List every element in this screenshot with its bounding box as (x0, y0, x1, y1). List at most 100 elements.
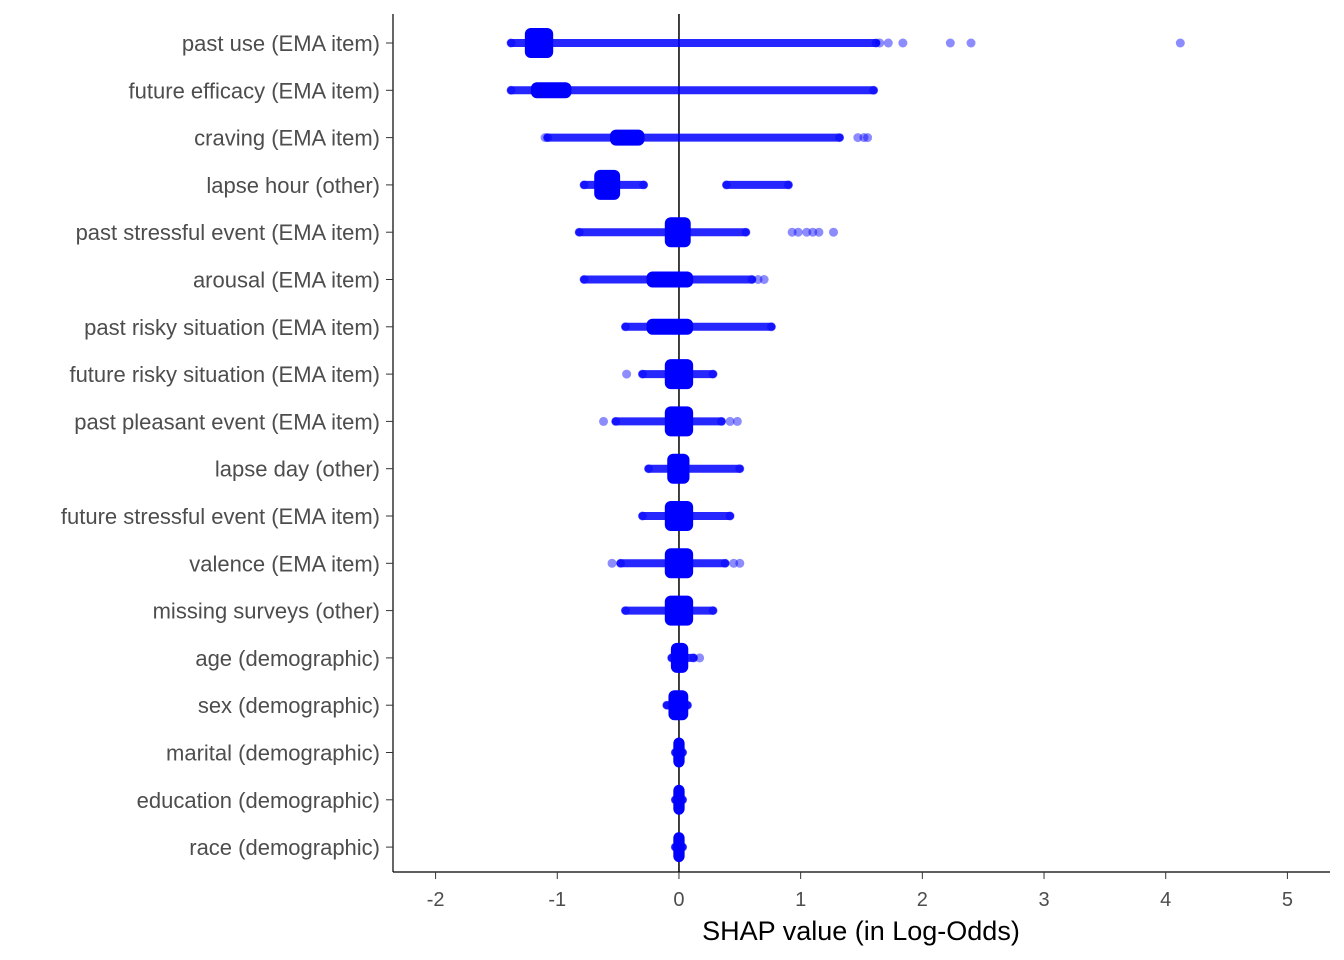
data-point (620, 322, 630, 332)
outlier-point (945, 38, 955, 48)
y-tick-label: age (demographic) (195, 646, 380, 671)
y-tick-label: craving (EMA item) (194, 126, 380, 151)
feature-row (662, 690, 692, 721)
x-tick-label: 3 (1038, 889, 1049, 911)
outlier-point (732, 416, 742, 426)
outlier-point (802, 227, 812, 237)
outlier-point (859, 133, 869, 143)
outlier-point (540, 133, 550, 143)
point-band (621, 322, 776, 331)
feature-row (599, 406, 742, 437)
point-band (507, 39, 881, 47)
x-tick-label: 5 (1282, 889, 1293, 911)
dense-cluster (670, 642, 689, 673)
y-tick-label: valence (EMA item) (189, 551, 380, 576)
point-band (575, 228, 750, 237)
data-point (720, 558, 730, 568)
x-tick-label: 0 (673, 889, 684, 911)
outlier-point (729, 558, 739, 568)
dense-cluster (664, 548, 694, 579)
data-point (506, 85, 516, 95)
y-tick-label: past stressful event (EMA item) (76, 220, 380, 245)
feature-row (622, 359, 718, 390)
outlier-point (863, 133, 873, 143)
outlier-point (814, 227, 824, 237)
outlier-point (735, 558, 745, 568)
data-point (871, 38, 881, 48)
data-marks (506, 14, 1185, 872)
dense-cluster (530, 82, 572, 99)
x-tick-label: -1 (548, 889, 566, 911)
x-tick-label: 2 (917, 889, 928, 911)
outlier-point (808, 227, 818, 237)
y-tick-label: race (demographic) (189, 835, 380, 860)
point-band (644, 464, 744, 473)
y-tick-label: lapse day (other) (215, 457, 380, 482)
outlier-point (787, 227, 797, 237)
point-band (543, 133, 844, 142)
x-tick-label: 1 (795, 889, 806, 911)
outlier-point (725, 416, 735, 426)
axes (392, 14, 1330, 873)
x-axis-title: SHAP value (in Log-Odds) (702, 916, 1020, 946)
dense-cluster (664, 217, 691, 248)
outlier-point (1175, 38, 1185, 48)
outlier-point (853, 133, 863, 143)
dense-cluster (646, 271, 694, 288)
data-point (579, 275, 589, 284)
outlier-point (898, 38, 908, 48)
y-tick-label: missing surveys (other) (153, 599, 380, 624)
data-point (708, 606, 718, 616)
y-tick-label: past risky situation (EMA item) (84, 315, 380, 340)
outlier-point (622, 369, 632, 379)
feature-row (670, 832, 688, 863)
y-tick-label: marital (demographic) (166, 741, 380, 766)
feature-row (574, 217, 839, 248)
data-point (717, 416, 727, 426)
feature-row (670, 784, 688, 815)
y-tick-label: past use (EMA item) (182, 31, 380, 56)
data-point (869, 85, 879, 95)
data-point (644, 464, 654, 474)
feature-row (667, 642, 705, 673)
feature-row (607, 548, 745, 579)
data-point (766, 322, 776, 332)
outlier-point (599, 416, 609, 426)
feature-row (506, 82, 879, 99)
data-point (747, 275, 757, 284)
feature-row (579, 271, 769, 288)
axis-labels: past use (EMA item) future efficacy (EMA … (61, 31, 1293, 911)
y-tick-label: future risky situation (EMA item) (69, 362, 380, 387)
dense-cluster (664, 595, 694, 626)
x-tick-label: 4 (1160, 889, 1171, 911)
feature-row (620, 318, 776, 335)
outlier-point (753, 275, 763, 284)
dense-cluster (664, 501, 694, 531)
dense-cluster (524, 28, 554, 58)
dense-cluster (664, 359, 694, 390)
outlier-point (607, 558, 617, 568)
dense-cluster (594, 169, 621, 200)
data-point (689, 653, 699, 663)
data-point (725, 511, 735, 521)
feature-row (506, 28, 1185, 58)
dense-cluster (664, 406, 694, 437)
data-point (574, 227, 584, 237)
data-point (741, 227, 751, 237)
y-tick-label: future efficacy (EMA item) (129, 78, 380, 103)
data-point (783, 180, 793, 190)
data-point (611, 416, 621, 426)
outlier-point (966, 38, 976, 48)
data-point (735, 464, 745, 474)
x-tick-label: -2 (427, 889, 445, 911)
feature-row (540, 129, 873, 146)
data-point (721, 180, 731, 190)
y-tick-label: past pleasant event (EMA item) (74, 409, 380, 434)
y-tick-label: future stressful event (EMA item) (61, 504, 380, 529)
dense-cluster (668, 690, 689, 721)
dense-cluster (667, 453, 690, 484)
data-point (579, 180, 589, 190)
y-tick-label: education (demographic) (137, 788, 380, 813)
